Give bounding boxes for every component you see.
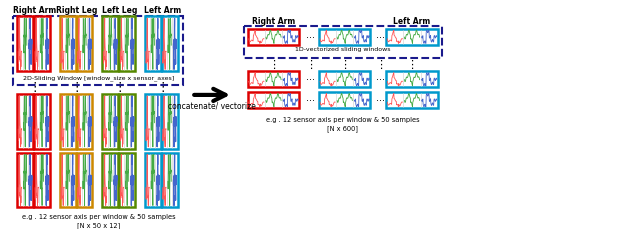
Text: ⋮: ⋮ <box>305 60 316 69</box>
Bar <box>17 17 33 72</box>
Text: e.g . 12 sensor axis per window & 50 samples: e.g . 12 sensor axis per window & 50 sam… <box>266 116 420 122</box>
Text: ···: ··· <box>376 75 385 85</box>
Bar <box>17 153 33 207</box>
Bar <box>145 95 161 149</box>
Text: ⋮: ⋮ <box>113 81 126 93</box>
Bar <box>145 153 161 207</box>
Bar <box>119 17 135 72</box>
Bar <box>387 30 438 46</box>
Bar <box>248 93 300 109</box>
Bar <box>119 95 135 149</box>
Bar <box>319 30 371 46</box>
Bar <box>77 95 92 149</box>
Text: [N x 50 x 12]: [N x 50 x 12] <box>77 222 120 228</box>
Text: Right Arm: Right Arm <box>13 5 56 15</box>
Bar <box>77 17 92 72</box>
Text: ⋮: ⋮ <box>375 60 386 69</box>
Bar <box>244 27 442 59</box>
Text: Left Arm: Left Arm <box>394 17 431 26</box>
Text: ⋮: ⋮ <box>339 60 350 69</box>
Bar <box>145 17 161 72</box>
Text: ⋮: ⋮ <box>28 81 41 93</box>
Bar <box>162 17 177 72</box>
Text: ⋮: ⋮ <box>406 60 417 69</box>
Text: ⋮: ⋮ <box>268 60 279 69</box>
Bar <box>34 153 50 207</box>
Text: Left Arm: Left Arm <box>143 5 181 15</box>
Bar <box>34 95 50 149</box>
Bar <box>162 95 177 149</box>
Text: ⋮: ⋮ <box>71 81 83 93</box>
Bar <box>60 153 76 207</box>
Bar <box>248 72 300 88</box>
Bar <box>60 17 76 72</box>
Bar <box>319 93 371 109</box>
Bar <box>77 153 92 207</box>
Bar <box>387 93 438 109</box>
Text: Right Leg: Right Leg <box>56 5 98 15</box>
Bar <box>13 16 184 85</box>
Bar <box>119 153 135 207</box>
Text: Right Arm: Right Arm <box>252 17 295 26</box>
Text: ···: ··· <box>376 33 385 43</box>
Text: ···: ··· <box>376 96 385 106</box>
Bar <box>319 72 371 88</box>
Bar <box>17 95 33 149</box>
Text: ···: ··· <box>306 96 315 106</box>
Bar <box>102 153 118 207</box>
Text: [N x 600]: [N x 600] <box>327 125 358 131</box>
Bar <box>102 95 118 149</box>
Bar <box>102 17 118 72</box>
Bar <box>162 153 177 207</box>
Text: ···: ··· <box>306 75 315 85</box>
Text: ⋮: ⋮ <box>156 81 168 93</box>
Bar <box>60 95 76 149</box>
Bar <box>387 72 438 88</box>
Text: e.g . 12 sensor axis per window & 50 samples: e.g . 12 sensor axis per window & 50 sam… <box>22 213 175 219</box>
Bar <box>248 30 300 46</box>
Text: 1D-vectorized sliding windows: 1D-vectorized sliding windows <box>295 46 390 52</box>
Text: ···: ··· <box>306 33 315 43</box>
Text: 2D-Sliding Window [window_size x sensor_axes]: 2D-Sliding Window [window_size x sensor_… <box>23 75 174 80</box>
Text: concatenate/ vectorize: concatenate/ vectorize <box>168 101 256 110</box>
Bar <box>34 17 50 72</box>
Text: Left Leg: Left Leg <box>102 5 138 15</box>
